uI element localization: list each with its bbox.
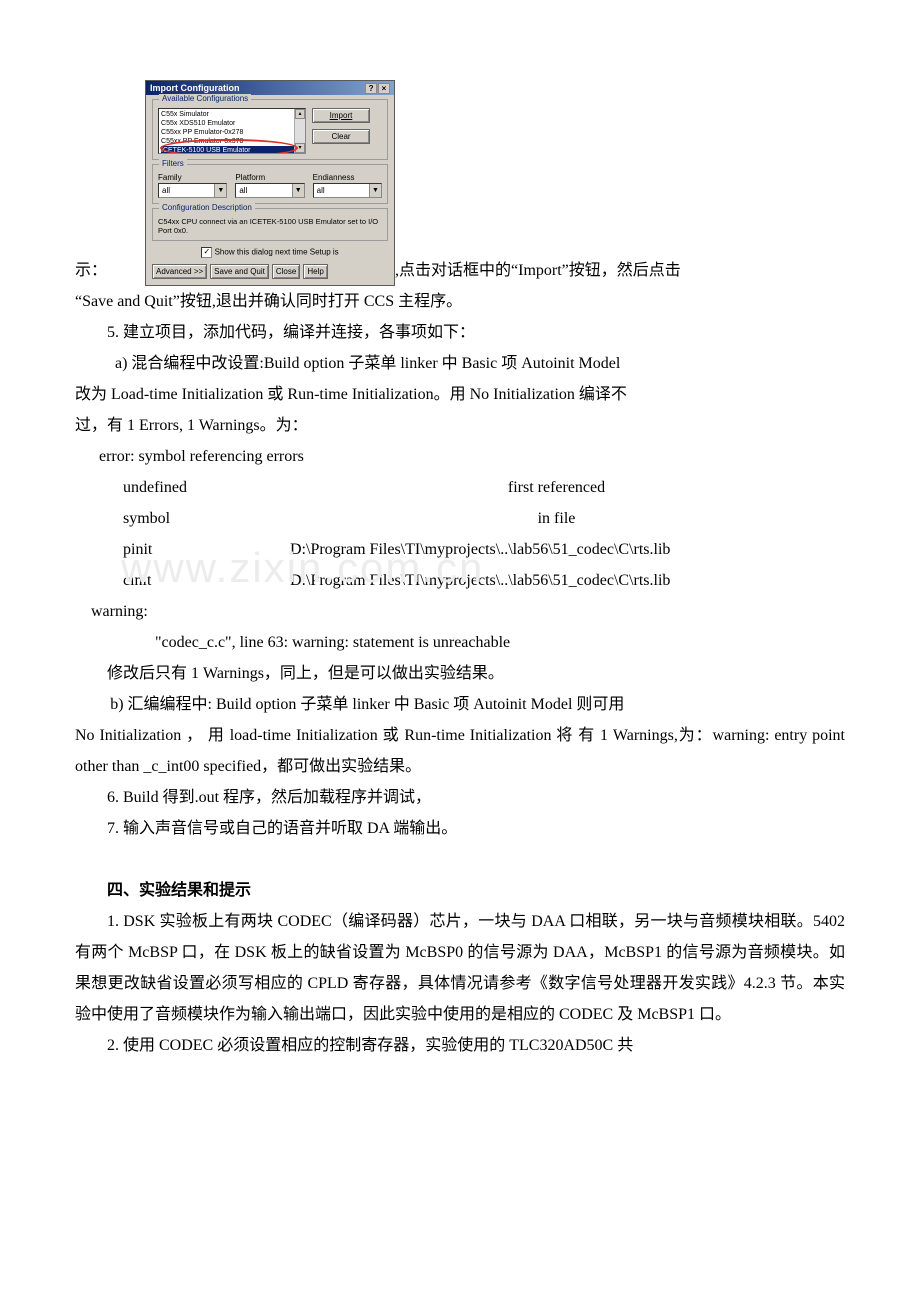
scroll-down-icon[interactable]: ▾ [295,143,305,153]
family-value: all [159,184,214,197]
endianness-combo[interactable]: all ▼ [313,183,382,198]
checkbox-icon[interactable]: ✓ [201,247,212,258]
col-firstref: first referenced [268,472,845,503]
after-dialog-text: ,点击对话框中的“Import”按钮，然后点击 [395,255,681,286]
show-dialog-row: ✓ Show this dialog next time Setup is [146,245,394,262]
scrollbar[interactable]: ▴ ▾ [294,109,305,153]
p4-2: 2. 使用 CODEC 必须设置相应的控制寄存器，实验使用的 TLC320AD5… [75,1030,845,1061]
p4-1: 1. DSK 实验板上有两块 CODEC（编译码器）芯片，一块与 DAA 口相联… [75,906,845,1030]
step-5a-3: 过，有 1 Errors, 1 Warnings。为： [75,410,845,441]
after-warn: 修改后只有 1 Warnings，同上，但是可以做出实验结果。 [75,658,845,689]
list-item[interactable]: C55xx PP Emulator-0x278 [161,128,303,137]
family-label: Family [158,173,227,182]
clear-button[interactable]: Clear [312,129,370,144]
platform-label: Platform [235,173,304,182]
col-undefined: undefined [75,472,268,503]
chevron-down-icon[interactable]: ▼ [369,184,381,197]
list-item-selected[interactable]: ICETEK-5100 USB Emulator [161,146,303,154]
platform-combo[interactable]: all ▼ [235,183,304,198]
filters-label: Filters [159,159,187,168]
save-quit-button[interactable]: Save and Quit [210,264,269,279]
chevron-down-icon[interactable]: ▼ [292,184,304,197]
table-row: cinit D:\Program Files\TI\myprojects\..\… [75,565,845,596]
dialog-title: Import Configuration [150,81,240,95]
family-combo[interactable]: all ▼ [158,183,227,198]
available-configs-label: Available Configurations [159,94,251,103]
cell-cinit-path: D:\Program Files\TI\myprojects\..\lab56\… [268,565,845,596]
config-listbox[interactable]: C55x Simulator C55x XDS510 Emulator C55x… [158,108,306,154]
error-table: undefined first referenced symbol in fil… [75,472,845,596]
warning-label: warning: [75,596,845,627]
scroll-up-icon[interactable]: ▴ [295,109,305,119]
error-intro: error: symbol referencing errors [75,441,845,472]
list-item[interactable]: C55x XDS510 Emulator [161,119,303,128]
list-item[interactable]: C55xx PP Emulator-0x378 [161,137,303,146]
config-desc-group: Configuration Description C54xx CPU conn… [152,208,388,241]
import-button[interactable]: Import [312,108,370,123]
available-configs-group: Available Configurations C55x Simulator … [152,99,388,160]
import-config-dialog: Import Configuration ? × Available Confi… [145,80,395,286]
cell-cinit: cinit [75,565,268,596]
text-line: “Save and Quit”按钮,退出并确认同时打开 CCS 主程序。 [75,286,845,317]
col-symbol: symbol [75,503,268,534]
advanced-button[interactable]: Advanced >> [152,264,207,279]
config-desc-text: C54xx CPU connect via an ICETEK-5100 USB… [158,217,382,235]
cell-pinit-path: D:\Program Files\TI\myprojects\..\lab56\… [268,534,845,565]
cell-pinit: pinit [75,534,268,565]
dialog-titlebar: Import Configuration ? × [146,81,394,95]
close-icon[interactable]: × [378,83,390,94]
table-row: pinit D:\Program Files\TI\myprojects\..\… [75,534,845,565]
warning-line: "codec_c.c", line 63: warning: statement… [75,627,845,658]
step-7: 7. 输入声音信号或自己的语音并听取 DA 端输出。 [75,813,845,844]
step-5a: a) 混合编程中改设置:Build option 子菜单 linker 中 Ba… [75,348,845,379]
help-button[interactable]: Help [303,264,327,279]
step-6: 6. Build 得到.out 程序，然后加载程序并调试， [75,782,845,813]
col-infile: in file [268,503,845,534]
close-button[interactable]: Close [272,264,300,279]
step-5: 5. 建立项目，添加代码，编译并连接，各事项如下： [75,317,845,348]
step-5a-2: 改为 Load-time Initialization 或 Run-time I… [75,379,845,410]
show-dialog-label: Show this dialog next time Setup is [215,248,339,257]
help-icon[interactable]: ? [365,83,377,94]
filters-group: Filters Family all ▼ Platform all ▼ [152,164,388,204]
step-5b-2: No Initialization ， 用 load-time Initiali… [75,720,845,782]
list-item[interactable]: C55x Simulator [161,110,303,119]
chevron-down-icon[interactable]: ▼ [214,184,226,197]
platform-value: all [236,184,291,197]
endianness-label: Endianness [313,173,382,182]
shi-label: 示： [75,255,107,286]
table-row: symbol in file [75,503,845,534]
endianness-value: all [314,184,369,197]
step-5b-1: b) 汇编编程中: Build option 子菜单 linker 中 Basi… [75,689,845,720]
config-desc-label: Configuration Description [159,203,255,212]
table-row: undefined first referenced [75,472,845,503]
section-4-title: 四、实验结果和提示 [75,875,845,906]
